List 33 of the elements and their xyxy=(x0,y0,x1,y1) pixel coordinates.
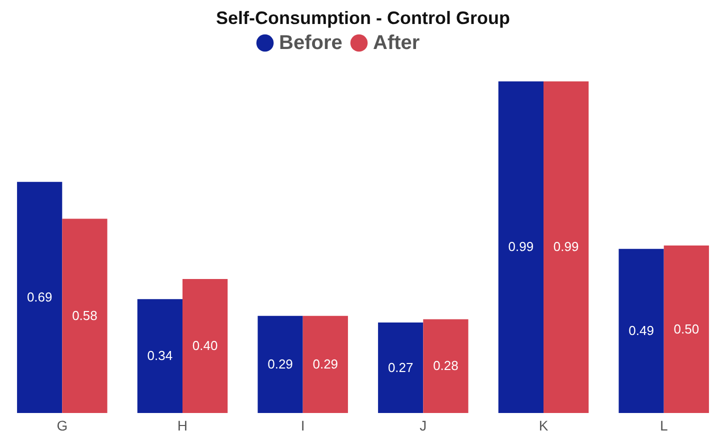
data-label: 0.99 xyxy=(508,239,534,254)
data-label: 0.49 xyxy=(628,322,654,338)
data-label: 0.50 xyxy=(674,321,700,336)
bar xyxy=(664,246,709,413)
bar xyxy=(17,182,62,413)
x-tick-label: K xyxy=(538,418,549,434)
bar xyxy=(378,322,424,413)
bar xyxy=(498,81,544,413)
data-label: 0.27 xyxy=(388,360,414,375)
bar xyxy=(182,279,228,413)
data-label: 0.40 xyxy=(192,338,218,353)
x-tick-label: H xyxy=(177,418,188,434)
data-label: 0.29 xyxy=(268,356,293,372)
bar xyxy=(258,316,303,413)
chart-title: Self-Consumption - Control Group xyxy=(216,8,510,28)
data-label: 0.28 xyxy=(433,358,458,374)
data-label: 0.69 xyxy=(26,289,52,304)
bar xyxy=(62,218,108,413)
x-tick-label: G xyxy=(56,418,68,434)
x-tick-label: J xyxy=(420,418,427,434)
data-label: 0.58 xyxy=(72,308,98,323)
legend-label: After xyxy=(373,32,420,54)
bar xyxy=(302,316,348,413)
bar xyxy=(618,248,664,413)
data-label: 0.29 xyxy=(312,356,338,372)
bar xyxy=(423,319,468,413)
legend-label: Before xyxy=(279,32,342,54)
bar xyxy=(137,299,182,413)
bar xyxy=(544,81,589,413)
x-tick-label: I xyxy=(300,418,305,434)
data-label: 0.34 xyxy=(147,348,173,364)
x-tick-label: L xyxy=(660,418,668,434)
data-label: 0.99 xyxy=(553,239,579,254)
